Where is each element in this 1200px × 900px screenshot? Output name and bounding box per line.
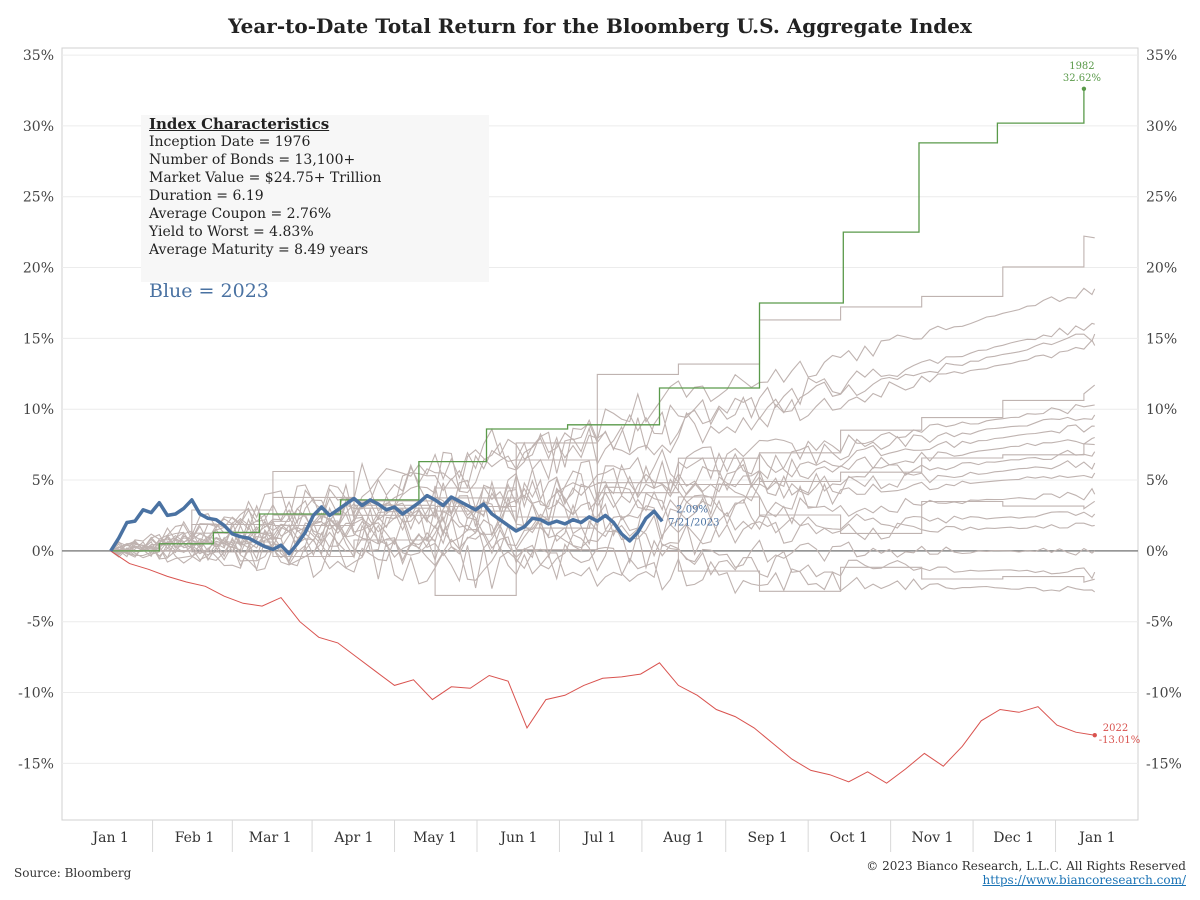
chart-title: Year-to-Date Total Return for the Bloomb…: [228, 14, 972, 38]
current-year-value-label: 2.09%: [676, 504, 708, 515]
y-tick-label-left: 15%: [23, 331, 54, 347]
current-year-date-label: 7/21/2023: [668, 517, 719, 528]
other-year-line: [110, 384, 1096, 553]
best-year-label: 1982: [1069, 61, 1094, 72]
y-tick-label-right: -15%: [1146, 756, 1182, 772]
best-year-endpoint: [1081, 86, 1087, 91]
x-tick-label: Oct 1: [830, 830, 868, 846]
other-year-line: [110, 443, 1095, 552]
y-tick-label-right: 35%: [1146, 48, 1177, 64]
best-year-value-label: 32.62%: [1063, 73, 1101, 84]
other-year-line: [110, 516, 1095, 565]
y-tick-label-left: 10%: [23, 402, 54, 418]
info-line-bond-count: Number of Bonds = 13,100+: [149, 152, 356, 168]
other-year-line: [110, 449, 1096, 558]
other-year-line: [110, 414, 1096, 552]
y-tick-label-right: 10%: [1146, 402, 1177, 418]
x-tick-label: Apr 1: [333, 830, 373, 846]
info-box-heading: Index Characteristics: [149, 115, 330, 133]
y-tick-label-right: 15%: [1146, 331, 1177, 347]
index-characteristics-box: Index Characteristics Inception Date = 1…: [141, 115, 489, 282]
other-year-line: [110, 403, 1095, 552]
y-tick-label-left: 0%: [32, 544, 54, 560]
info-line-duration: Duration = 6.19: [149, 188, 264, 204]
y-tick-label-left: 5%: [32, 473, 54, 489]
x-tick-label: Jul 1: [582, 830, 616, 846]
y-tick-label-right: 20%: [1146, 261, 1177, 277]
y-tick-label-right: -5%: [1146, 615, 1173, 631]
other-year-line: [110, 339, 1096, 554]
source-note: Source: Bloomberg: [14, 866, 132, 880]
y-tick-label-left: 35%: [23, 48, 54, 64]
y-tick-label-left: 25%: [23, 190, 54, 206]
info-line-inception: Inception Date = 1976: [149, 134, 311, 150]
current-year-2023-line: [109, 493, 664, 556]
y-tick-label-right: 0%: [1146, 544, 1168, 560]
y-tick-label-left: -15%: [18, 756, 54, 772]
info-line-maturity: Average Maturity = 8.49 years: [149, 242, 369, 258]
other-year-line: [110, 322, 1095, 553]
copyright-note: © 2023 Bianco Research, L.L.C. All Right…: [866, 859, 1186, 873]
other-years-group: [110, 235, 1096, 596]
other-year-line: [110, 287, 1096, 553]
other-year-line: [110, 235, 1095, 552]
y-tick-label-right: 25%: [1146, 190, 1177, 206]
info-line-yield: Yield to Worst = 4.83%: [149, 224, 314, 240]
info-line-market-value: Market Value = $24.75+ Trillion: [149, 170, 382, 186]
y-tick-label-right: -10%: [1146, 686, 1182, 702]
x-tick-label: Jan 1: [90, 830, 128, 846]
x-tick-label: Jun 1: [498, 830, 537, 846]
x-tick-label: Mar 1: [249, 830, 292, 846]
website-link[interactable]: https://www.biancoresearch.com/: [982, 873, 1186, 887]
other-year-line: [110, 537, 1096, 583]
plot-frame: [61, 47, 1139, 821]
x-tick-label: Nov 1: [912, 830, 954, 846]
x-tick-label: Sep 1: [748, 830, 788, 846]
worst-year-2022-line: [110, 550, 1095, 784]
worst-year-value-label: -13.01%: [1099, 735, 1141, 746]
y-tick-label-right: 5%: [1146, 473, 1168, 489]
y-tick-label-left: -5%: [27, 615, 54, 631]
other-year-line: [110, 424, 1095, 558]
worst-year-label: 2022: [1103, 723, 1128, 734]
x-tick-label: Feb 1: [175, 830, 215, 846]
info-line-coupon: Average Coupon = 2.76%: [149, 206, 332, 222]
x-tick-label: Jan 1: [1077, 830, 1115, 846]
other-year-line: [110, 532, 1095, 596]
x-tick-label: Aug 1: [662, 830, 704, 846]
other-year-line: [110, 472, 1096, 557]
worst-year-endpoint: [1092, 732, 1097, 738]
y-tick-label-left: 30%: [23, 119, 54, 135]
y-tick-label-right: 30%: [1146, 119, 1177, 135]
other-year-line: [110, 528, 1096, 572]
legend-note: Blue = 2023: [149, 280, 269, 302]
other-year-line: [110, 511, 1096, 562]
x-tick-label: Dec 1: [993, 830, 1034, 846]
other-year-line: [110, 460, 1096, 558]
other-year-line: [110, 333, 1096, 552]
y-tick-label-left: 20%: [23, 261, 54, 277]
y-tick-label-left: -10%: [18, 686, 54, 702]
x-tick-label: May 1: [413, 830, 457, 846]
